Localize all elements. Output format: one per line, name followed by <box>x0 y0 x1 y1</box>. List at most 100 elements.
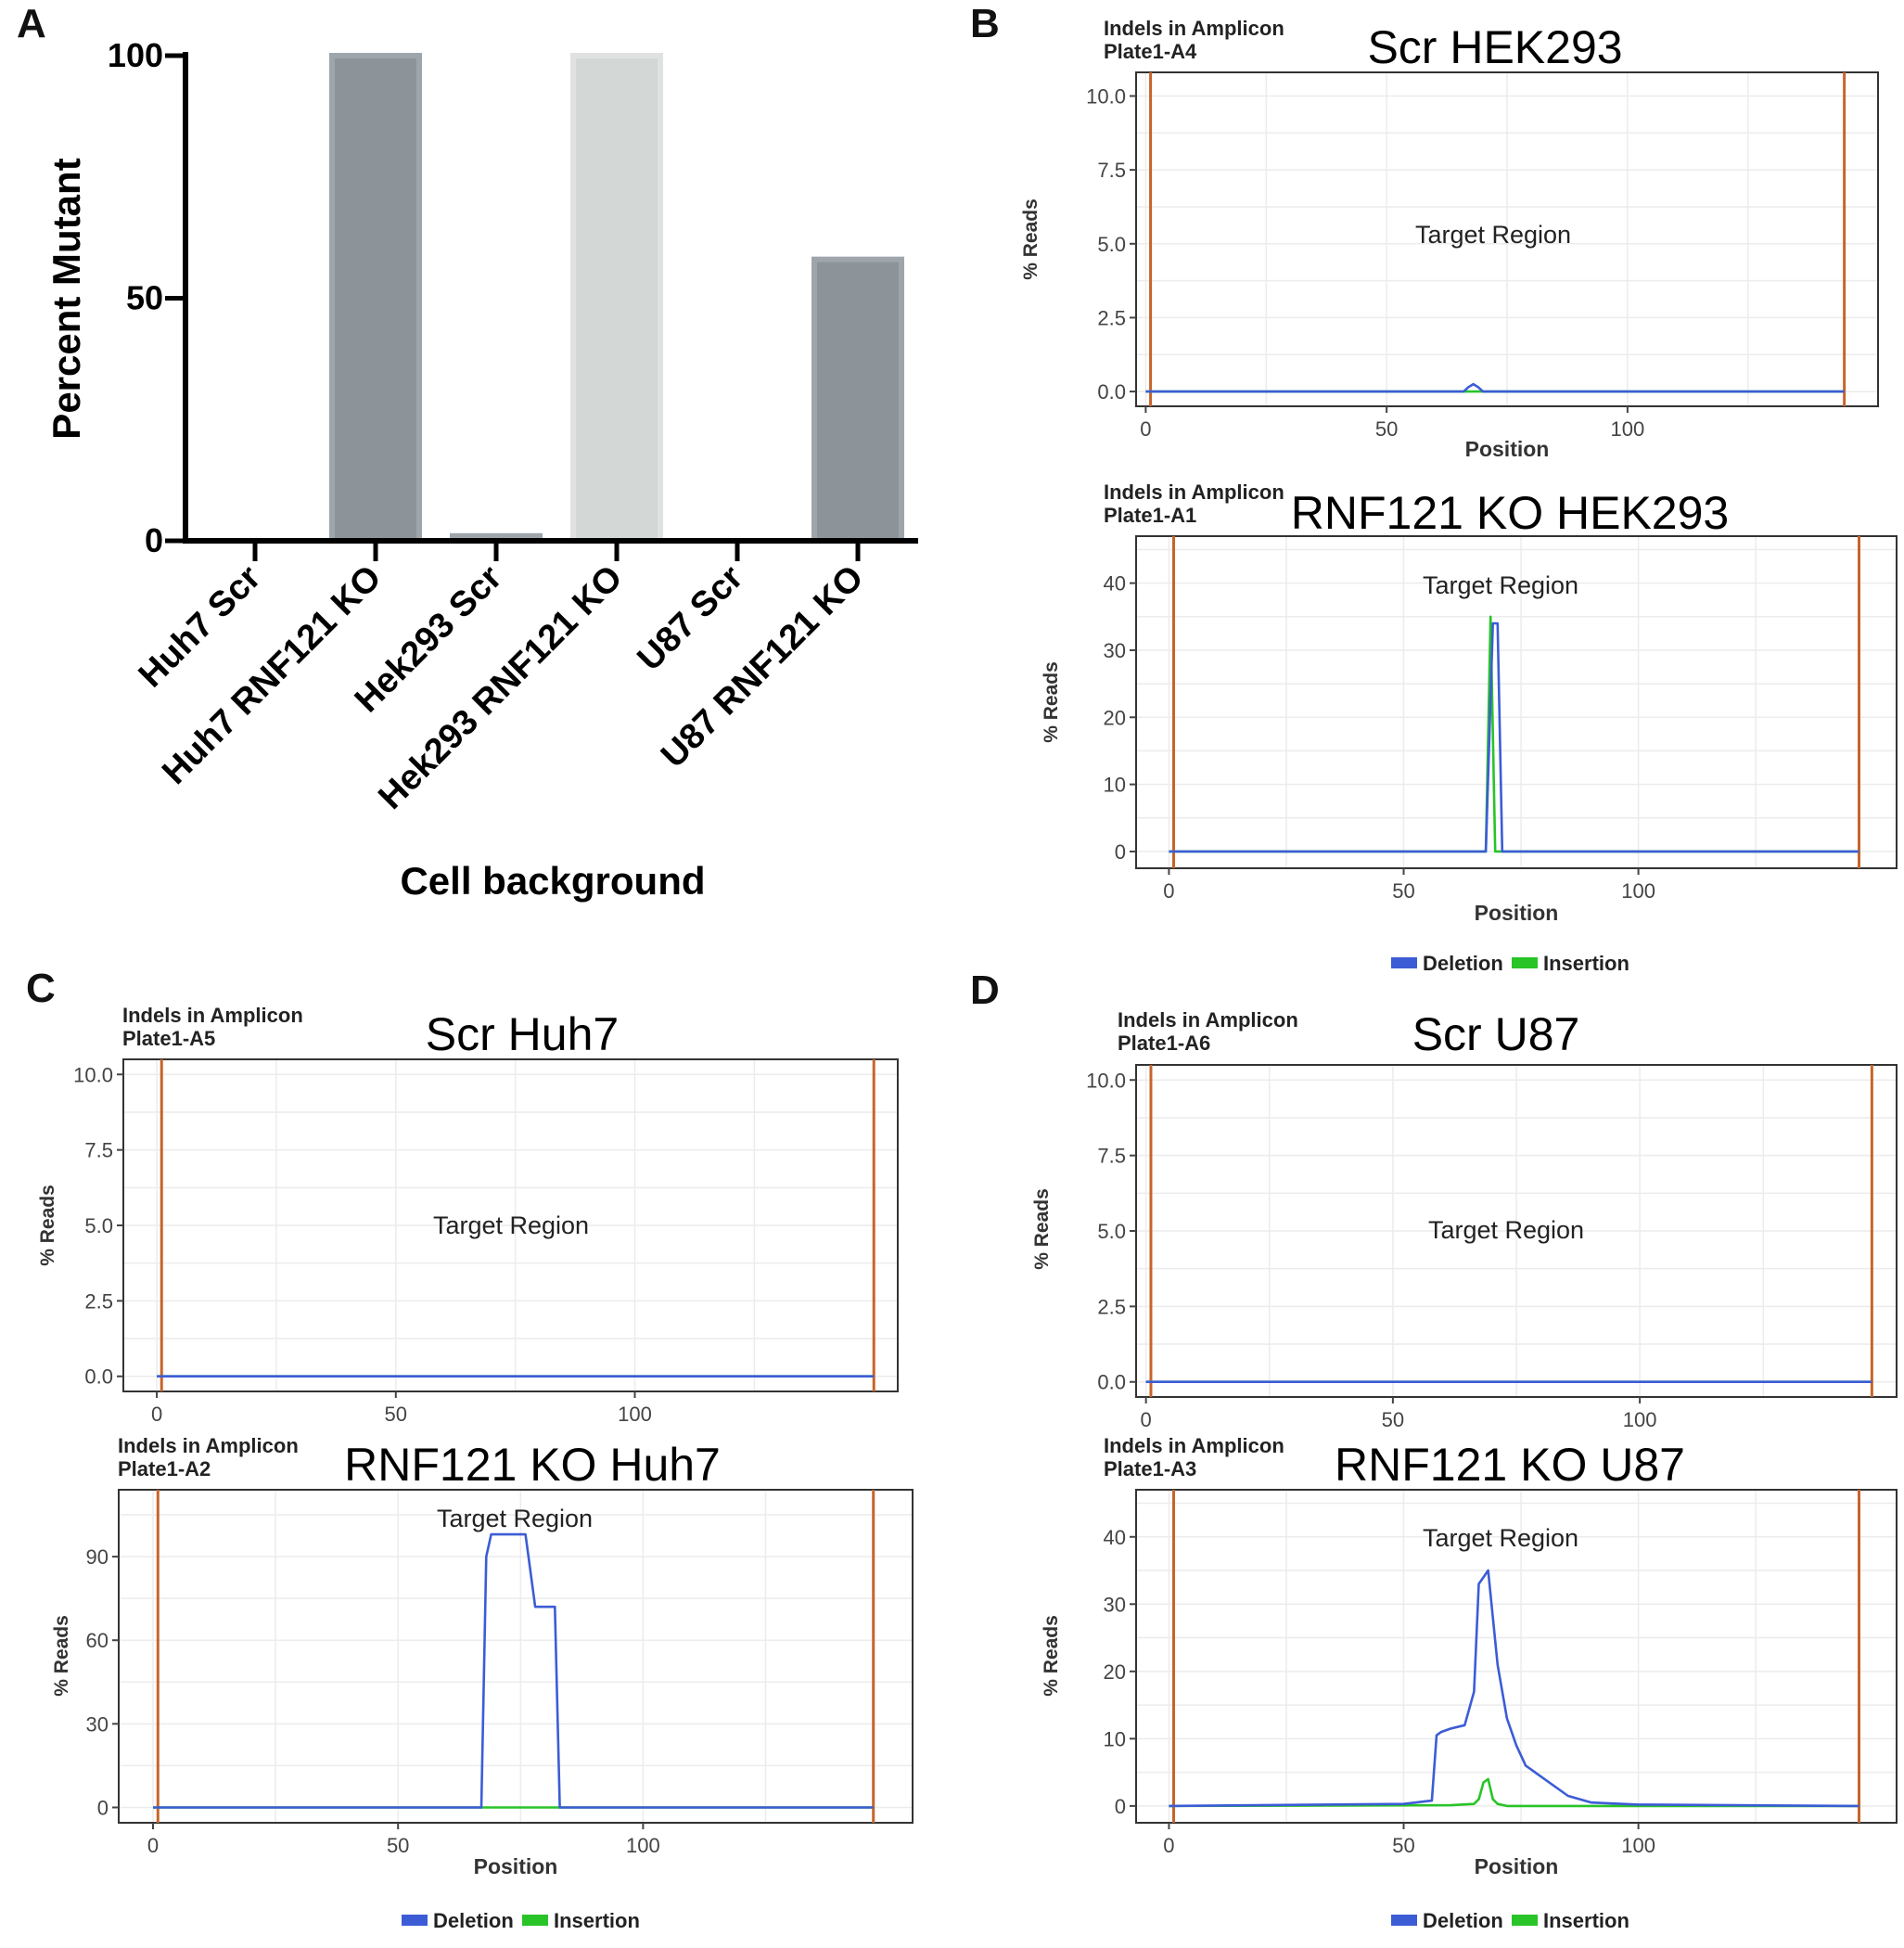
x-tick-label: 50 <box>1375 417 1398 441</box>
panel-b2-line-chart: 0 10 20 30 40 0 50 100 % Reads Position Indels in … <box>1041 481 1898 975</box>
plot-title: RNF121 KO U87 <box>1335 1439 1685 1491</box>
plot-header-line-2: Plate1-A4 <box>1104 40 1197 63</box>
y-axis-label: % Reads <box>1041 1615 1062 1697</box>
y-tick-label: 10.0 <box>1086 84 1126 108</box>
legend-swatch-insertion <box>522 1915 548 1926</box>
y-tick-label: 5.0 <box>84 1214 113 1237</box>
plot-header-line-1: Indels in Amplicon <box>1104 481 1284 504</box>
plot-header-line-1: Indels in Amplicon <box>1104 1434 1284 1457</box>
x-tick-label: 100 <box>1623 1408 1657 1431</box>
target-region-annotation: Target Region <box>1423 1524 1578 1552</box>
target-region-annotation: Target Region <box>433 1211 589 1239</box>
y-tick-label: 40 <box>1104 572 1126 596</box>
y-tick-label: 0 <box>1115 840 1126 864</box>
legend-swatch-deletion <box>402 1915 428 1926</box>
panel-d2-line-chart: 0 10 20 30 40 0 50 100 % Reads Position Indels in … <box>1041 1434 1898 1932</box>
panel-label-b: B <box>970 1 1000 46</box>
y-tick-label: 5.0 <box>1097 233 1126 256</box>
series-line-deletion <box>1145 382 1845 393</box>
y-tick-label: 0.0 <box>1097 380 1126 404</box>
line-chart-panels: 0.02.55.07.510.00 50 100% ReadsPositionInd… <box>37 17 1898 1932</box>
target-region-annotation: Target Region <box>1415 221 1571 249</box>
y-axis-label: % Reads <box>1031 1188 1053 1270</box>
plot-header-line-2: Plate1-A6 <box>1118 1032 1210 1055</box>
y-tick-label: 50 <box>126 279 163 317</box>
y-tick-label: 30 <box>1104 1593 1126 1616</box>
x-tick-label: 0 <box>1140 417 1151 441</box>
plot-header-line-1: Indels in Amplicon <box>1118 1008 1298 1032</box>
plot-header-line-1: Indels in Amplicon <box>122 1004 303 1027</box>
y-tick-label: 10.0 <box>73 1063 113 1086</box>
y-axis-label: % Reads <box>1041 661 1062 743</box>
y-tick-label: 20 <box>1104 1660 1126 1684</box>
y-tick-label: 0 <box>1115 1795 1126 1818</box>
y-tick-label: 40 <box>1104 1526 1126 1549</box>
x-tick-label: 100 <box>618 1403 652 1426</box>
legend-label-deletion: Deletion <box>1423 1909 1503 1932</box>
plot-title: Scr U87 <box>1412 1008 1580 1060</box>
legend-label-insertion: Insertion <box>1543 1909 1629 1932</box>
x-tick-label: 0 <box>147 1834 159 1857</box>
panel-labels: A B C D <box>17 1 1000 1013</box>
x-tick-label: U87 RNF121 KO <box>654 558 871 775</box>
y-axis-label: % Reads <box>51 1615 72 1697</box>
legend-label-insertion: Insertion <box>554 1909 640 1932</box>
x-axis-label: Position <box>1475 901 1559 925</box>
target-region-annotation: Target Region <box>1423 571 1578 599</box>
plot-area <box>119 1490 913 1823</box>
y-tick-label: 0 <box>145 521 163 559</box>
x-tick-label: 100 <box>626 1834 660 1857</box>
plot-title: RNF121 KO Huh7 <box>344 1439 721 1491</box>
y-axis-label: Percent Mutant <box>45 158 88 439</box>
target-region-annotation: Target Region <box>437 1505 593 1532</box>
y-tick-label: 30 <box>1104 639 1126 662</box>
legend-label-deletion: Deletion <box>433 1909 514 1932</box>
legend: Deletion Insertion <box>1391 1909 1629 1932</box>
x-tick-label: 100 <box>1621 879 1655 903</box>
y-tick-label: 0.0 <box>1097 1371 1126 1394</box>
x-tick-label: 100 <box>1611 417 1645 441</box>
plot-title: Scr HEK293 <box>1367 21 1622 73</box>
plot-header-line-1: Indels in Amplicon <box>1104 17 1284 40</box>
y-tick-label: 10 <box>1104 1727 1126 1750</box>
bar-huh7-rnf121-ko <box>329 53 422 544</box>
panel-c1-line-chart: 0.0 2.5 5.0 7.5 10.0 0 50 100 % Reads Indels in A… <box>37 1004 899 1426</box>
target-region-annotation: Target Region <box>1428 1216 1584 1244</box>
legend-swatch-deletion <box>1391 957 1417 968</box>
y-tick-label: 7.5 <box>1097 159 1126 182</box>
plot-title: Scr Huh7 <box>426 1008 619 1060</box>
x-tick-label: 50 <box>1392 879 1414 903</box>
y-tick-label: 0 <box>97 1796 109 1819</box>
x-tick-label: 100 <box>1621 1834 1655 1857</box>
x-axis-label: Position <box>1475 1854 1559 1878</box>
plot-border <box>118 1489 914 1824</box>
x-axis-label: Cell background <box>400 859 705 903</box>
y-tick-label: 10.0 <box>1086 1069 1126 1092</box>
plot-border <box>1135 71 1879 407</box>
y-tick-label: 7.5 <box>84 1139 113 1162</box>
bar-hek293-rnf121-ko <box>570 53 663 544</box>
legend: Deletion Insertion <box>1391 952 1629 975</box>
panel-label-d: D <box>970 968 1000 1013</box>
y-tick-label: 90 <box>86 1545 109 1569</box>
y-tick-label: 0.0 <box>84 1365 113 1389</box>
legend: Deletion Insertion <box>402 1909 640 1932</box>
y-tick-label: 2.5 <box>84 1289 113 1313</box>
y-tick-label: 30 <box>86 1712 109 1736</box>
legend-swatch-deletion <box>1391 1915 1417 1926</box>
y-tick-label: 10 <box>1104 774 1126 797</box>
plot-area <box>1136 536 1897 868</box>
x-tick-label: 0 <box>1163 879 1174 903</box>
y-tick-label: 7.5 <box>1097 1145 1126 1168</box>
x-tick-label: 50 <box>387 1834 409 1857</box>
x-tick-label: 50 <box>1392 1834 1414 1857</box>
y-tick-label: 5.0 <box>1097 1220 1126 1243</box>
legend-label-deletion: Deletion <box>1423 952 1503 975</box>
legend-swatch-insertion <box>1512 957 1538 968</box>
plot-header-line-2: Plate1-A3 <box>1104 1457 1196 1480</box>
series-line-insertion <box>1169 1777 1859 1808</box>
y-tick-label: 100 <box>108 36 163 74</box>
series-line-deletion <box>153 1532 874 1809</box>
x-tick-label: Huh7 RNF121 KO <box>155 558 389 792</box>
